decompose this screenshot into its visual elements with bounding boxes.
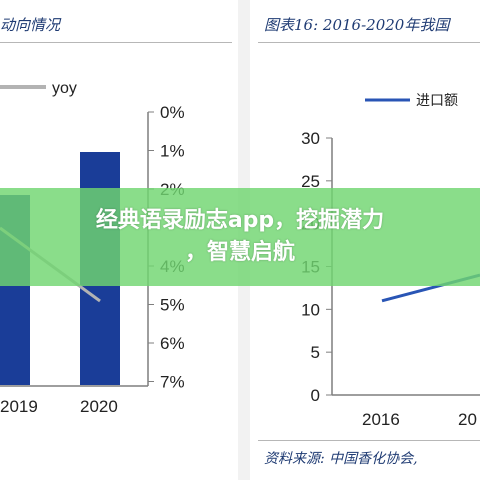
right-y-tick-label: 0%: [160, 103, 185, 122]
right-y-tick-label: 5%: [160, 296, 185, 315]
source-rule: [258, 440, 480, 441]
right-y-tick-label: 1%: [160, 142, 185, 161]
right-title-rule: [258, 42, 480, 43]
x-tick-2017: 20: [458, 410, 477, 429]
banner-title-line-2: ，智慧启航: [184, 240, 295, 265]
right-source-note: 资料来源: 中国香化协会,: [264, 451, 418, 467]
yoy-legend-label: yoy: [52, 80, 77, 97]
banner-title-line-1: 经典语录励志app，挖掘潜力: [95, 208, 385, 233]
y-tick-label: 10: [301, 300, 320, 319]
left-title-rule: [0, 42, 232, 43]
right-chart-title: 图表16: 2016-2020年我国: [264, 16, 450, 34]
import-legend-label: 进口额: [416, 93, 458, 109]
y-tick-label: 0: [311, 386, 320, 405]
right-y-tick-label: 7%: [160, 373, 185, 392]
x-tick-2020: 2020: [80, 397, 118, 416]
y-tick-label: 25: [301, 172, 320, 191]
y-tick-label: 5: [311, 343, 320, 362]
left-chart-title: 动向情况: [0, 16, 61, 34]
y-tick-label: 30: [301, 129, 320, 148]
headline-banner[interactable]: 经典语录励志app，挖掘潜力 ，智慧启航: [0, 188, 480, 286]
right-y-tick-label: 6%: [160, 334, 185, 353]
x-tick-2016: 2016: [362, 410, 400, 429]
x-tick-2019: 2019: [0, 397, 38, 416]
